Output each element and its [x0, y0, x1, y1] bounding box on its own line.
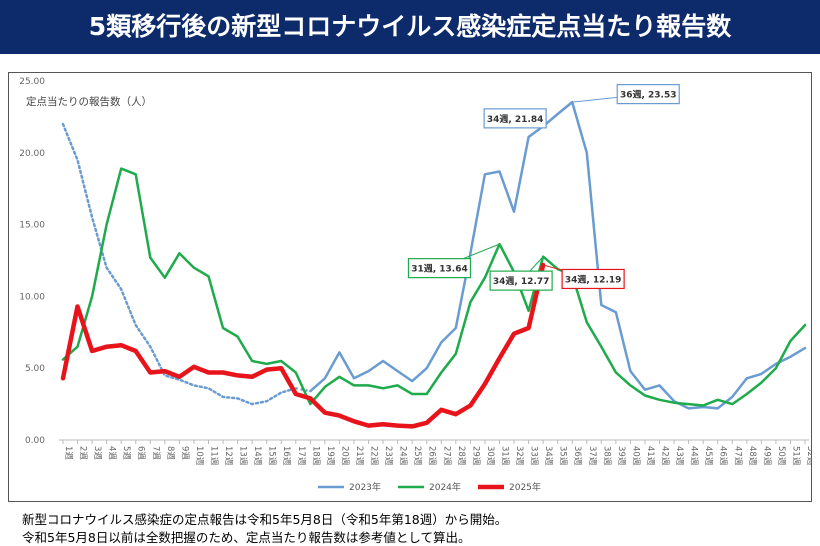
- x-tick-label: 43週: [674, 446, 684, 466]
- series-line: [60, 262, 546, 429]
- annotation-box: [483, 108, 547, 129]
- y-tick-label: 5.00: [25, 364, 45, 374]
- y-tick-label: 25.00: [19, 77, 45, 87]
- x-tick-label: 36週: [572, 446, 582, 466]
- x-tick-label: 6週: [136, 446, 146, 460]
- x-tick-label: 44週: [689, 446, 699, 466]
- annotation: 34週, 21.84: [487, 114, 544, 125]
- y-tick-label: 15.00: [19, 221, 45, 231]
- annotation: 31週, 13.64: [411, 264, 468, 275]
- x-tick-label: 30週: [485, 446, 495, 466]
- x-tick-label: 11週: [208, 446, 218, 466]
- legend-label: 2023年: [349, 481, 381, 493]
- x-tick-label: 13週: [238, 446, 248, 466]
- x-tick-label: 23週: [383, 446, 393, 466]
- x-tick-label: 18週: [310, 446, 320, 466]
- legend-label: 2025年: [509, 481, 541, 493]
- x-tick-label: 17週: [296, 446, 306, 466]
- x-tick-label: 25週: [412, 446, 422, 466]
- x-tick-label: 38週: [601, 446, 611, 466]
- x-tick-label: 4週: [107, 446, 117, 460]
- x-tick-label: 21週: [354, 446, 364, 466]
- x-tick-label: 47週: [732, 446, 742, 466]
- x-tick-label: 35週: [558, 446, 568, 466]
- annotation: 36週, 23.53: [620, 90, 677, 101]
- x-tick-label: 48週: [747, 446, 757, 466]
- footnote: 新型コロナウイルス感染症の定点報告は令和5年5月8日（令和5年第18週）から開始…: [22, 512, 508, 527]
- x-tick-label: 10週: [194, 446, 204, 466]
- annotation-box: [616, 84, 680, 105]
- y-tick-label: 0.00: [25, 436, 45, 446]
- x-tick-label: 8週: [165, 446, 175, 460]
- x-tick-label: 5週: [121, 446, 131, 460]
- y-tick-label: 10.00: [19, 292, 45, 302]
- footnote: 令和5年5月8日以前は全数把握のため、定点当たり報告数は参考値として算出。: [22, 530, 471, 545]
- x-tick-label: 51週: [790, 446, 800, 466]
- chart: 定点当たりの報告数（人） 0.00 5.00 10.00 15.00 20.00 25.0…: [8, 72, 812, 502]
- x-tick-label: 52週: [805, 446, 812, 466]
- series-line: [61, 167, 807, 407]
- x-tick-label: 49週: [761, 446, 771, 466]
- annotation-box: [407, 258, 472, 279]
- x-tick-label: 50週: [776, 446, 786, 466]
- series-line: [309, 100, 807, 410]
- x-tick-label: 29週: [470, 446, 480, 466]
- annotation: 34週, 12.77: [493, 276, 550, 287]
- x-tick-label: 19週: [325, 446, 335, 466]
- x-tick-label: 27週: [441, 446, 451, 466]
- chart-frame: [8, 72, 812, 502]
- legend-label: 2024年: [429, 481, 461, 493]
- x-tick-label: 40週: [630, 446, 640, 466]
- x-tick-label: 28週: [456, 446, 466, 466]
- x-tick-label: 39週: [616, 446, 626, 466]
- x-tick-label: 9週: [179, 446, 189, 460]
- header-title: 5類移行後の新型コロナウイルス感染症定点当たり報告数: [0, 0, 820, 54]
- annotation-box: [561, 268, 625, 290]
- x-tick-label: 24週: [398, 446, 408, 466]
- x-tick-label: 16週: [281, 446, 291, 466]
- x-tick-label: 34週: [543, 446, 553, 466]
- x-tick-label: 2週: [78, 446, 88, 460]
- x-tick-label: 1週: [63, 446, 73, 460]
- x-tick-label: 42週: [660, 446, 670, 466]
- x-tick-label: 15週: [267, 446, 277, 466]
- x-tick-label: 26週: [427, 446, 437, 466]
- x-tick-label: 22週: [369, 446, 379, 466]
- annotation-box: [489, 270, 553, 291]
- x-tick-label: 3週: [92, 446, 102, 460]
- x-tick-label: 32週: [514, 446, 524, 466]
- x-tick-label: 12週: [223, 446, 233, 466]
- x-tick-label: 31週: [499, 446, 509, 466]
- x-tick-label: 33週: [529, 446, 539, 466]
- x-tick-label: 41週: [645, 446, 655, 466]
- x-tick-label: 45週: [703, 446, 713, 466]
- x-tick-label: 37週: [587, 446, 597, 466]
- x-tick-label: 46週: [718, 446, 728, 466]
- x-tick-label: 7週: [150, 446, 160, 460]
- x-tick-label: 20週: [339, 446, 349, 466]
- y-axis-label: 定点当たりの報告数（人）: [26, 95, 152, 108]
- annotation: 34週, 12.19: [565, 274, 622, 285]
- y-tick-label: 20.00: [19, 149, 45, 159]
- x-tick-label: 14週: [252, 446, 262, 466]
